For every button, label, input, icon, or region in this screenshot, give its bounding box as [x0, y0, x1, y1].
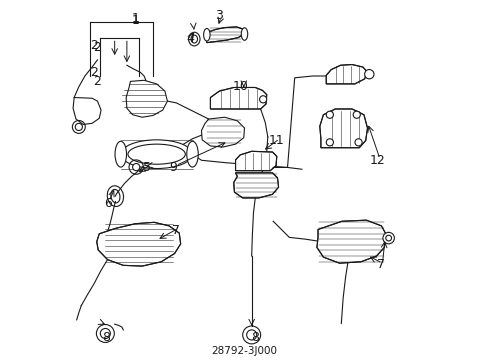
Polygon shape — [233, 173, 278, 198]
Text: 1: 1 — [131, 12, 139, 25]
Polygon shape — [97, 222, 180, 266]
Text: 10: 10 — [232, 80, 248, 93]
Circle shape — [325, 139, 333, 146]
Circle shape — [364, 69, 373, 79]
Polygon shape — [235, 151, 276, 171]
Polygon shape — [316, 220, 386, 263]
Text: 5: 5 — [142, 161, 151, 174]
Ellipse shape — [115, 141, 126, 167]
Text: 9: 9 — [168, 161, 176, 174]
Circle shape — [325, 111, 333, 118]
Text: 6: 6 — [104, 197, 112, 210]
Ellipse shape — [203, 28, 210, 41]
Ellipse shape — [186, 141, 198, 167]
Text: 2: 2 — [90, 39, 98, 52]
Text: 7: 7 — [172, 224, 180, 237]
Circle shape — [352, 111, 360, 118]
Text: 7: 7 — [376, 258, 384, 271]
Text: 2: 2 — [93, 75, 101, 88]
Circle shape — [132, 163, 140, 171]
Ellipse shape — [241, 28, 247, 40]
Text: 12: 12 — [368, 154, 384, 167]
Text: 8: 8 — [251, 330, 259, 343]
Circle shape — [354, 139, 362, 146]
Ellipse shape — [121, 140, 192, 168]
Circle shape — [246, 330, 256, 340]
Text: 28792-3J000: 28792-3J000 — [211, 346, 277, 356]
Text: 2: 2 — [93, 41, 101, 54]
Text: 8: 8 — [102, 330, 110, 343]
Text: 1: 1 — [131, 14, 139, 27]
Circle shape — [75, 123, 82, 131]
Text: 2: 2 — [90, 66, 98, 79]
Text: 3: 3 — [215, 9, 223, 22]
Polygon shape — [325, 64, 366, 84]
Text: 4: 4 — [186, 32, 194, 45]
Polygon shape — [319, 109, 367, 148]
Circle shape — [382, 232, 394, 244]
Polygon shape — [210, 87, 266, 109]
Text: 11: 11 — [268, 134, 284, 147]
Circle shape — [259, 96, 266, 103]
Polygon shape — [205, 27, 244, 42]
Circle shape — [100, 328, 110, 338]
